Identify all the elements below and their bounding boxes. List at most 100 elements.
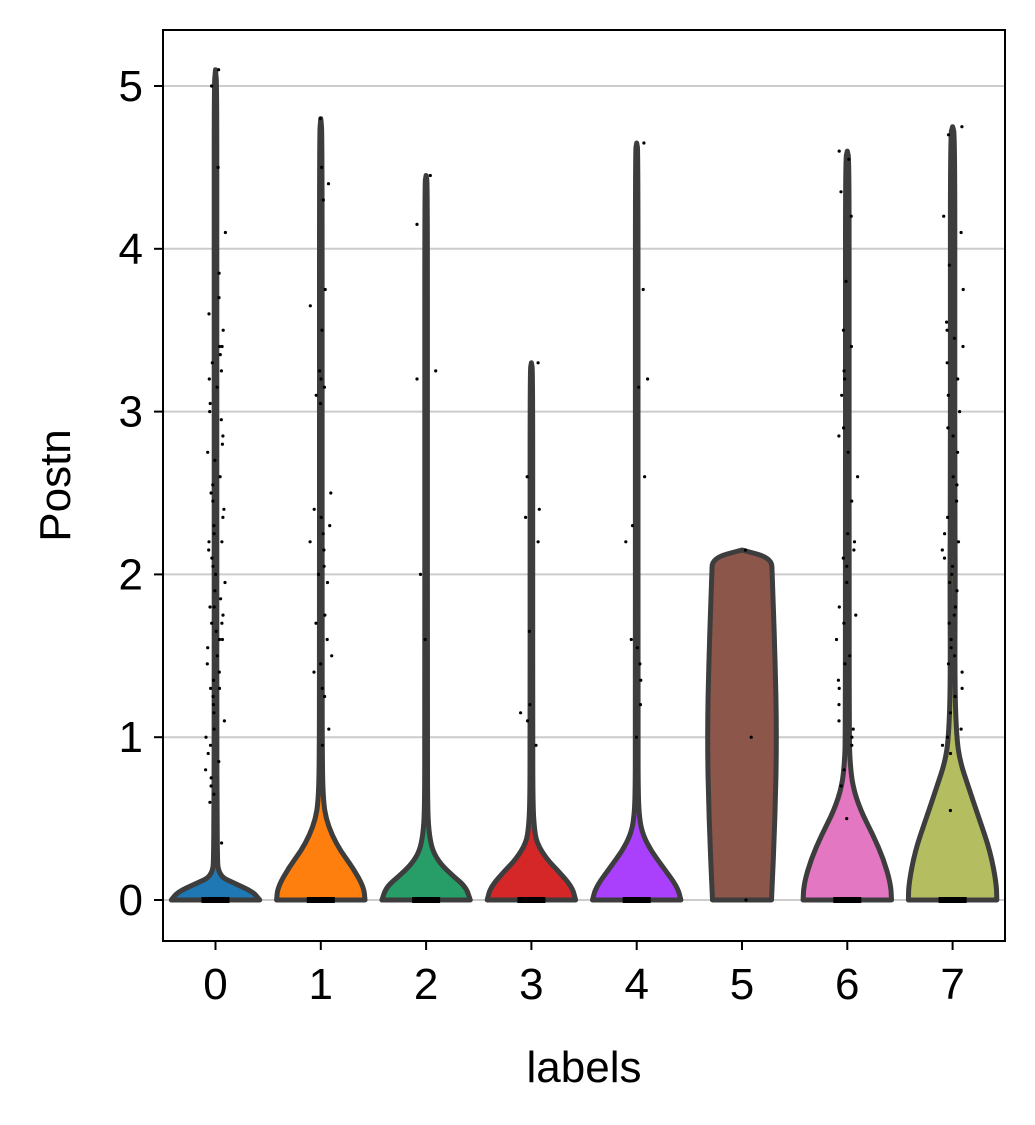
point-0-51: [211, 678, 216, 682]
point-1-2: [326, 182, 331, 186]
point-7-42: [940, 743, 945, 747]
point-7-21: [943, 532, 947, 536]
point-3-0: [536, 361, 540, 365]
point-0-56: [212, 711, 216, 715]
point-0-33: [210, 556, 214, 560]
violin-base-marker-1: [306, 897, 335, 903]
point-6-29: [837, 703, 841, 707]
point-0-29: [212, 532, 216, 536]
point-6-4: [844, 279, 848, 283]
point-6-26: [843, 662, 847, 666]
point-1-29: [323, 694, 327, 699]
point-7-4: [947, 263, 952, 267]
point-6-0: [837, 149, 841, 153]
point-6-7: [842, 369, 846, 373]
point-0-40: [212, 605, 216, 609]
point-0-27: [221, 515, 225, 520]
point-0-57: [222, 719, 226, 723]
point-1-14: [319, 515, 323, 520]
point-0-59: [204, 735, 208, 739]
point-6-17: [852, 548, 856, 552]
point-0-60: [208, 743, 213, 747]
point-6-20: [845, 580, 849, 585]
violins: [168, 67, 1000, 903]
point-6-35: [839, 784, 843, 788]
point-7-13: [958, 410, 962, 414]
point-6-12: [846, 450, 850, 454]
point-6-27: [836, 678, 841, 682]
point-4-3: [637, 385, 641, 389]
point-1-12: [329, 491, 333, 495]
point-6-13: [856, 475, 860, 479]
point-0-10: [218, 353, 222, 357]
point-1-10: [314, 393, 318, 397]
point-2-5: [423, 637, 427, 642]
point-7-34: [953, 654, 957, 658]
point-6-14: [850, 499, 854, 503]
point-0-42: [220, 621, 224, 625]
point-0-21: [213, 458, 217, 462]
y-tick-label-0: 0: [119, 876, 143, 925]
violin-4: [590, 140, 684, 903]
point-4-4: [643, 475, 647, 479]
point-5-2: [744, 898, 748, 902]
point-7-25: [950, 564, 955, 568]
point-1-18: [322, 548, 326, 552]
point-0-31: [207, 540, 211, 544]
point-6-1: [847, 157, 851, 161]
y-tick-label-2: 2: [119, 550, 143, 599]
point-0-24: [209, 491, 213, 495]
strip-points: [204, 68, 965, 902]
point-1-25: [330, 654, 334, 658]
point-7-28: [955, 589, 959, 593]
point-0-0: [217, 68, 221, 72]
violin-base-marker-2: [412, 897, 441, 903]
point-7-2: [942, 214, 946, 218]
point-1-9: [322, 385, 326, 389]
grid-lines: [163, 85, 1005, 901]
x-tick-label-7: 7: [940, 960, 964, 1009]
point-6-2: [839, 190, 843, 194]
point-0-68: [220, 841, 224, 845]
point-1-21: [325, 580, 330, 585]
point-5-0: [743, 548, 748, 552]
point-6-3: [849, 214, 853, 218]
violin-base-marker-7: [938, 897, 967, 903]
violin-base-marker-4: [622, 897, 651, 903]
point-7-24: [942, 556, 947, 560]
point-7-26: [950, 572, 954, 577]
point-2-2: [434, 369, 438, 373]
point-0-66: [212, 792, 216, 796]
point-7-38: [953, 694, 957, 699]
x-tick-label-1: 1: [309, 960, 333, 1009]
point-6-11: [837, 434, 841, 438]
point-7-37: [960, 686, 964, 691]
x-tick-label-2: 2: [414, 960, 438, 1009]
point-0-1: [210, 84, 214, 88]
point-6-25: [848, 654, 852, 658]
point-4-6: [624, 540, 628, 544]
x-tick-label-3: 3: [519, 960, 543, 1009]
point-6-10: [842, 426, 846, 430]
point-0-7: [221, 328, 225, 332]
violin-7: [905, 124, 1000, 903]
point-7-40: [959, 727, 963, 731]
point-0-46: [217, 637, 222, 642]
point-7-31: [947, 621, 951, 625]
point-7-5: [961, 287, 965, 292]
point-1-1: [320, 165, 324, 169]
point-1-19: [322, 564, 326, 568]
violin-0: [168, 67, 263, 903]
point-0-41: [221, 613, 225, 617]
x-axis-ticks: 0 1 2 3 4 5 6 7: [203, 941, 965, 1009]
point-1-23: [314, 621, 318, 625]
point-1-16: [321, 532, 325, 536]
point-7-41: [945, 735, 950, 739]
point-1-3: [321, 198, 325, 202]
point-0-34: [211, 564, 215, 568]
point-0-20: [206, 450, 210, 454]
point-0-67: [208, 800, 212, 804]
x-axis-label: labels: [527, 1043, 642, 1092]
x-tick-label-5: 5: [730, 960, 754, 1009]
